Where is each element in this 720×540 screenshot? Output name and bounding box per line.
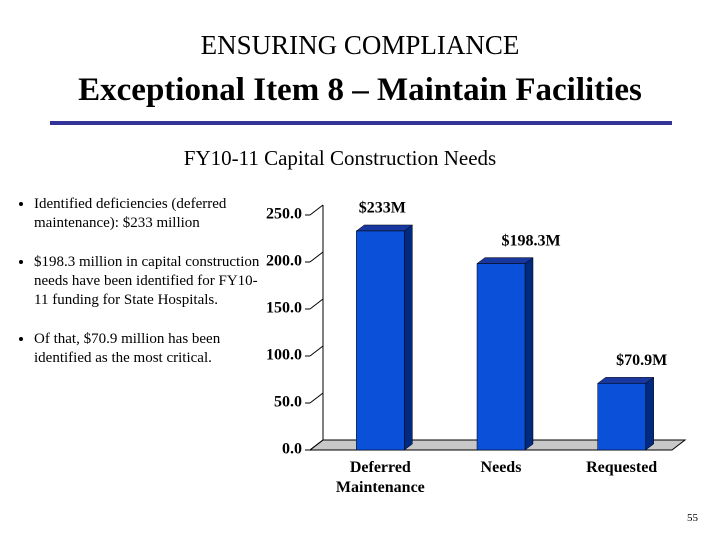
chart-title: FY10-11 Capital Construction Needs xyxy=(183,146,497,170)
bullet: $198.3 million in capital construction n… xyxy=(34,253,264,310)
y-tick-label: 200.0 xyxy=(266,253,302,270)
bullet-list: Identified deficiencies (deferred mainte… xyxy=(16,195,264,388)
bar-side xyxy=(524,257,534,451)
y-tick xyxy=(309,392,324,404)
value-label: $233M xyxy=(359,200,406,217)
bar-top xyxy=(355,224,414,232)
y-tick xyxy=(309,345,324,357)
divider xyxy=(50,121,672,125)
bullet: Of that, $70.9 million has been identifi… xyxy=(34,330,264,368)
bar-side xyxy=(645,376,654,451)
bar xyxy=(597,383,646,451)
page-number: 55 xyxy=(687,512,698,524)
slide-subtitle: Exceptional Item 8 – Maintain Facilities xyxy=(78,72,642,108)
bar xyxy=(476,263,526,451)
y-tick xyxy=(309,439,324,451)
x-tick-label: Needs xyxy=(480,459,522,476)
y-tick-label: 0.0 xyxy=(282,441,302,458)
y-tick-label: 150.0 xyxy=(266,300,302,317)
y-tick-label: 50.0 xyxy=(274,394,302,411)
bullet: Identified deficiencies (deferred mainte… xyxy=(34,195,264,233)
bar-top xyxy=(596,377,655,384)
y-tick-label: 100.0 xyxy=(266,347,302,364)
bar xyxy=(356,230,405,451)
x-tick-label: Requested xyxy=(586,459,658,476)
x-tick-label: Deferred Maintenance xyxy=(335,459,425,496)
bar-top xyxy=(476,257,534,264)
value-label: $198.3M xyxy=(501,232,560,249)
bar-side xyxy=(404,224,413,451)
y-tick xyxy=(309,298,324,310)
value-label: $70.9M xyxy=(616,352,667,369)
y-tick xyxy=(309,204,324,216)
y-tick xyxy=(309,251,324,263)
slide-title: ENSURING COMPLIANCE xyxy=(200,30,520,60)
y-tick-label: 250.0 xyxy=(266,206,302,223)
